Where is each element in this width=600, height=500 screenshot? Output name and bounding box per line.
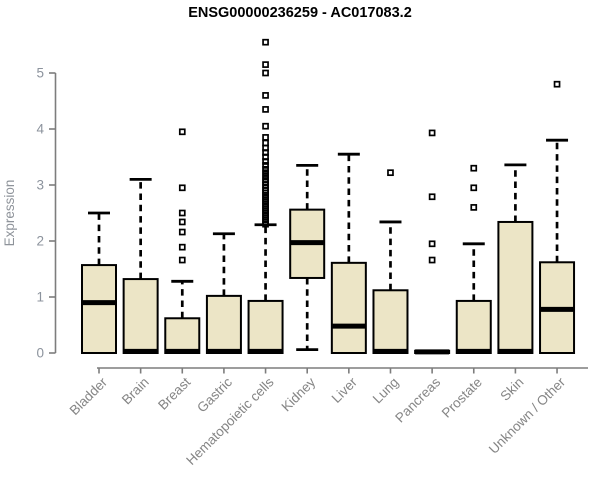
outlier-point: [262, 106, 269, 113]
x-category-label-unknown-other: Unknown / Other: [486, 374, 569, 457]
outlier-point: [178, 243, 186, 251]
boxplot-skin: [497, 163, 534, 354]
x-category-label-kidney: Kidney: [279, 374, 319, 414]
y-axis: 0 1 2 3 4 5: [36, 66, 57, 361]
boxplot-brain: [122, 177, 159, 354]
outlier-point: [428, 256, 436, 264]
x-category-label-pancreas: Pancreas: [392, 374, 443, 425]
x-category-label-skin: Skin: [497, 375, 526, 404]
y-tick-label: 2: [36, 234, 44, 249]
x-category-label-liver: Liver: [329, 374, 361, 406]
outlier-point: [428, 240, 436, 248]
iqr-box: [122, 278, 159, 354]
outlier-point: [470, 184, 478, 192]
outlier-point: [262, 38, 269, 46]
boxplot-liver: [330, 152, 367, 354]
boxplot-bladder: [81, 211, 117, 354]
outlier-point: [178, 209, 186, 217]
x-category-label-lung: Lung: [370, 375, 402, 407]
outlier-point: [470, 164, 478, 172]
outlier-point: [262, 176, 269, 183]
boxplot-breast: [164, 128, 201, 354]
outlier-point: [178, 184, 186, 192]
iqr-box: [205, 294, 242, 355]
iqr-box: [330, 261, 367, 354]
outlier-point: [178, 128, 186, 136]
outlier-point: [262, 122, 269, 130]
x-category-label-brain: Brain: [119, 375, 152, 408]
x-category-label-bladder: Bladder: [67, 374, 111, 418]
outlier-point: [553, 80, 561, 88]
boxplot-kidney: [289, 163, 326, 352]
outlier-point: [262, 165, 269, 173]
outlier-point: [470, 204, 478, 211]
y-tick-label: 4: [36, 122, 44, 137]
outlier-point: [262, 69, 269, 77]
x-category-label-breast: Breast: [155, 374, 193, 412]
outlier-point: [262, 139, 269, 147]
y-tick-label: 0: [36, 346, 44, 361]
boxplot-unknown-other: [539, 80, 576, 354]
x-category-label-prostate: Prostate: [439, 375, 485, 421]
boxplot-prostate: [455, 164, 492, 355]
outlier-point: [178, 256, 186, 264]
outlier-point: [428, 129, 436, 137]
outlier-point: [262, 162, 269, 169]
boxplot-hematopoietic-cells: [247, 38, 284, 355]
outlier-point: [262, 172, 269, 180]
outlier-point: [178, 228, 186, 236]
boxplot-pancreas: [414, 129, 451, 355]
y-tick-label: 1: [36, 290, 44, 305]
iqr-box: [247, 299, 284, 355]
outlier-point: [428, 193, 436, 201]
iqr-box: [372, 289, 409, 354]
outlier-point: [262, 169, 269, 177]
boxplot-lung: [372, 169, 409, 354]
y-axis-title: Expression: [2, 180, 17, 247]
outlier-point: [262, 92, 269, 99]
iqr-box: [164, 317, 201, 354]
chart-title: ENSG00000236259 - AC017083.2: [188, 5, 412, 21]
outlier-point: [387, 169, 394, 177]
iqr-box: [455, 299, 492, 355]
outlier-point: [178, 218, 186, 226]
outlier-point: [262, 61, 269, 68]
outlier-point: [262, 134, 269, 141]
boxplot-gastric: [205, 232, 242, 355]
iqr-box: [497, 220, 534, 354]
y-tick-label: 3: [36, 178, 44, 193]
iqr-box: [81, 264, 117, 354]
y-tick-label: 5: [36, 66, 44, 81]
x-category-label-gastric: Gastric: [194, 374, 235, 415]
